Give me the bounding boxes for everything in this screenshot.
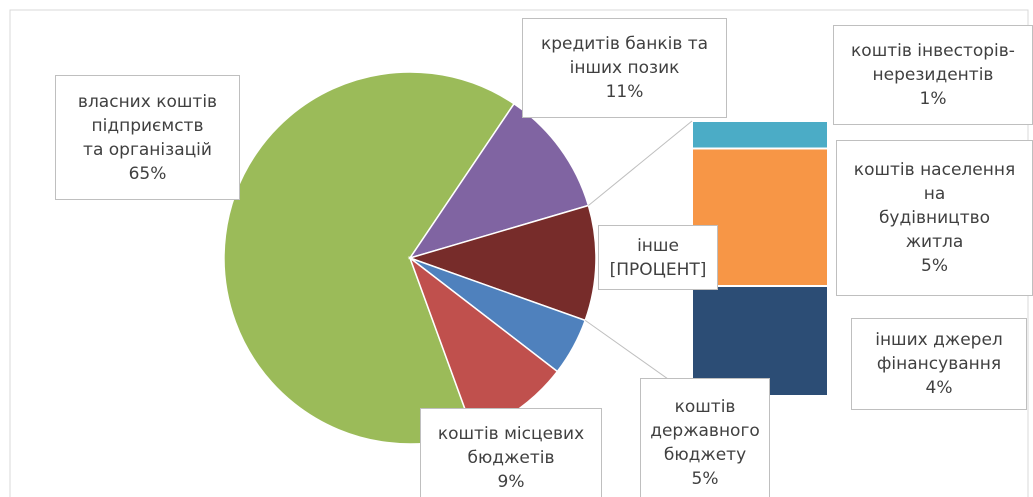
bar-segment: [691, 120, 829, 150]
label-name: інших джерел фінансування: [875, 330, 1003, 374]
data-label: коштів населення на будівництво житла 5%: [836, 140, 1033, 296]
data-label: коштів інвесторів- нерезидентів 1%: [833, 25, 1033, 125]
data-label: коштів державного бюджету 5%: [640, 378, 770, 497]
label-name: коштів інвесторів- нерезидентів: [851, 41, 1015, 85]
label-name: коштів місцевих бюджетів: [437, 424, 585, 468]
label-name: коштів державного бюджету: [650, 397, 760, 465]
label-value: 5%: [691, 469, 719, 489]
data-label: інших джерел фінансування 4%: [851, 318, 1027, 410]
label-value: 4%: [925, 378, 953, 398]
pie-slice: [407, 204, 597, 322]
data-label: власних коштів підприємств та організаці…: [55, 75, 240, 200]
label-value: 65%: [128, 163, 167, 184]
label-value: 9%: [497, 472, 525, 492]
data-label: коштів місцевих бюджетів 9%: [420, 408, 602, 497]
pie-slice: [223, 71, 516, 445]
connector-line: [588, 120, 693, 206]
label-name: інше: [637, 235, 679, 256]
label-name: власних коштів підприємств та організаці…: [77, 91, 218, 160]
data-label: кредитів банків та інших позик 11%: [522, 18, 727, 118]
label-name: кредитів банків та інших позик: [540, 34, 709, 78]
label-value: [ПРОЦЕНТ]: [609, 259, 707, 280]
pie-slice: [408, 102, 590, 260]
label-value: 1%: [919, 89, 947, 109]
data-label: інше [ПРОЦЕНТ]: [598, 225, 718, 290]
label-value: 11%: [605, 82, 644, 102]
label-value: 5%: [921, 256, 948, 276]
label-name: коштів населення на будівництво житла: [853, 160, 1016, 252]
